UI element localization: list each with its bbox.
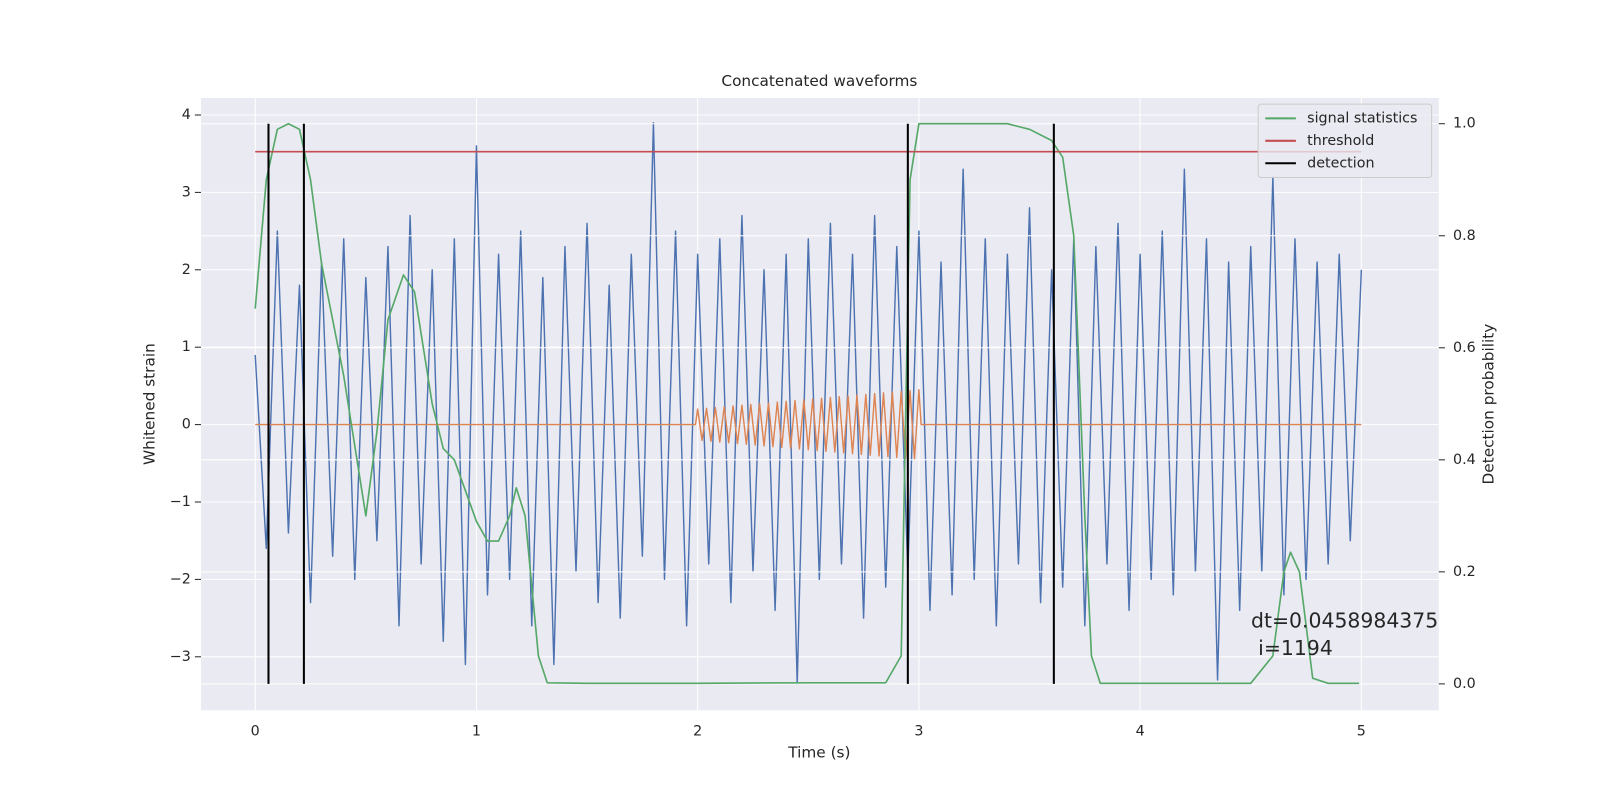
y-tick-label: −1 bbox=[170, 494, 191, 510]
y2-tick-label: 0.0 bbox=[1453, 676, 1476, 692]
y-tick-label: 4 bbox=[182, 107, 191, 123]
y2-tick-label: 0.8 bbox=[1453, 228, 1476, 244]
legend-box bbox=[1257, 103, 1433, 179]
legend-label: signal statistics bbox=[1307, 110, 1417, 126]
series-line bbox=[254, 122, 1363, 685]
legend-label: detection bbox=[1307, 155, 1374, 171]
y-tick-label: 2 bbox=[182, 262, 191, 278]
y-tick-label: 3 bbox=[182, 184, 191, 200]
x-tick-label: 1 bbox=[472, 724, 481, 740]
y2-tick-label: 0.6 bbox=[1453, 340, 1476, 356]
chart-title: Concatenated waveforms bbox=[721, 72, 917, 90]
x-tick-label: 3 bbox=[914, 724, 923, 740]
secondary-lines bbox=[254, 122, 1362, 685]
x-tick-label: 0 bbox=[251, 724, 260, 740]
legend: signal statistics threshold detection bbox=[1257, 103, 1433, 179]
secondary-grid bbox=[201, 123, 1439, 685]
y-tick-label: −3 bbox=[170, 649, 191, 665]
y2-axis-label: Detection probability bbox=[1479, 324, 1497, 485]
annotation: i=1194 bbox=[1258, 636, 1333, 660]
y2-tick-label: 0.4 bbox=[1453, 452, 1476, 468]
y2-tick-label: 1.0 bbox=[1453, 116, 1476, 132]
x-tick-label: 2 bbox=[693, 724, 702, 740]
x-tick-label: 4 bbox=[1136, 724, 1145, 740]
y-tick-label: 1 bbox=[182, 339, 191, 355]
primary-lines bbox=[254, 122, 1363, 685]
legend-label: threshold bbox=[1307, 133, 1374, 149]
y2-tick-label: 0.2 bbox=[1453, 564, 1476, 580]
x-axis-label: Time (s) bbox=[787, 744, 850, 762]
series-line bbox=[255, 389, 1362, 460]
x-tick-label: 5 bbox=[1357, 724, 1366, 740]
labels: 0 1 2 3 4 5 −3 −2 −1 0 1 2 3 4 0.0 0.2 0.4 0.6 0.8 1.0 bbox=[170, 107, 1476, 740]
y-axis-label: Whitened strain bbox=[141, 343, 159, 465]
series-line bbox=[254, 122, 1360, 685]
y-tick-label: −2 bbox=[170, 571, 191, 587]
annotation: dt=0.0458984375 bbox=[1251, 608, 1438, 632]
y-tick-label: 0 bbox=[182, 417, 191, 433]
